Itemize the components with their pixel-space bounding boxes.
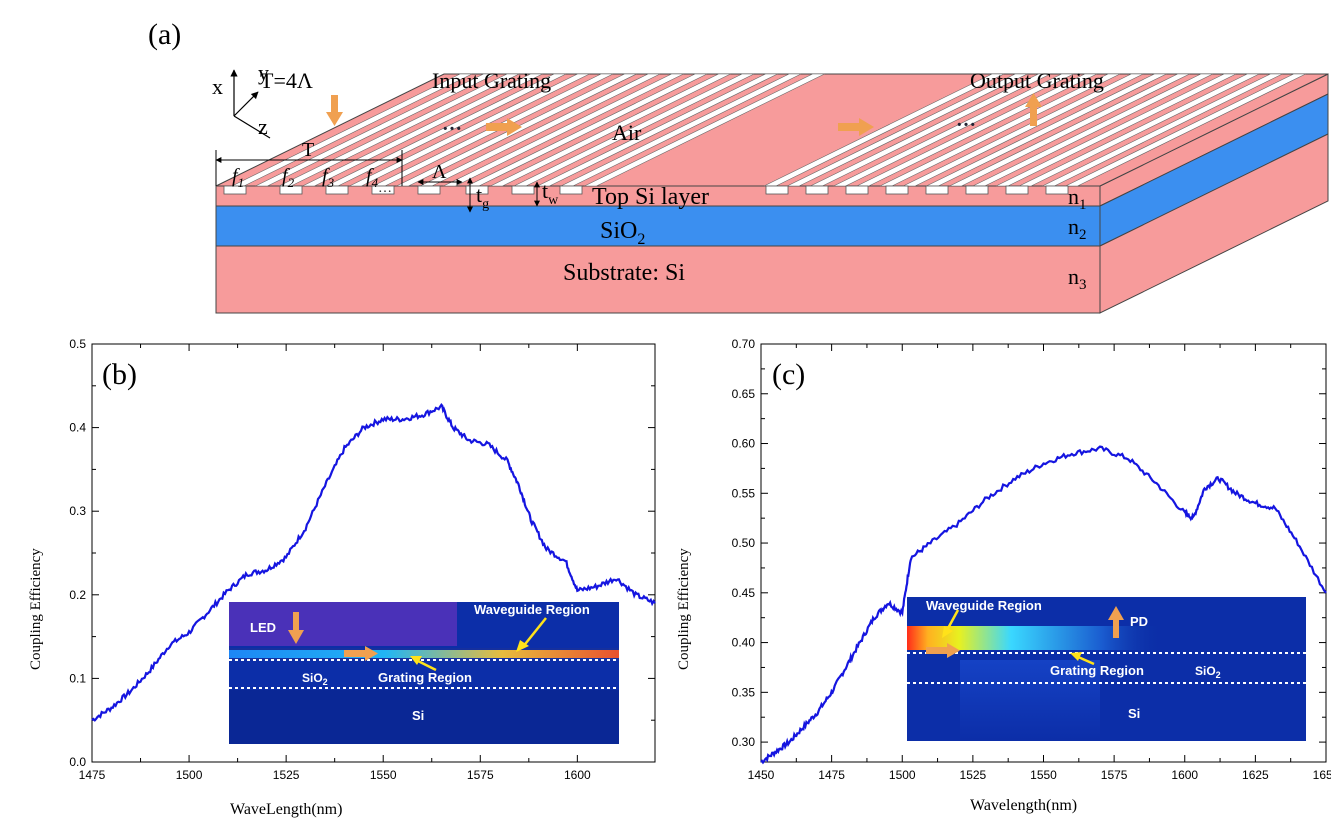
input-down-arrow — [326, 95, 343, 126]
y-tick-label: 0.1 — [69, 671, 86, 685]
axis-y-label: y — [258, 60, 269, 85]
x-tick-label: 1550 — [1030, 768, 1057, 782]
panel-b-label: (b) — [102, 358, 137, 391]
x-tick-label: 1475 — [818, 768, 845, 782]
y-tick-label: 0.35 — [732, 685, 756, 699]
axis-z-label: z — [258, 114, 268, 139]
y-axis-label-b: Coupling Efficiency — [28, 548, 44, 670]
fill-factor-label: f2 — [282, 165, 295, 190]
waveguide-region-label-c: Waveguide Region — [926, 598, 1042, 613]
x-tick-label: 1500 — [889, 768, 916, 782]
top-surface — [215, 73, 1329, 187]
n2-label: n2 — [1068, 214, 1087, 243]
led-arrow — [288, 630, 304, 644]
oxide-layer — [215, 205, 1101, 247]
substrate-side — [1099, 133, 1329, 314]
output-up-arrow — [1025, 93, 1042, 126]
y-tick-label: 0.40 — [732, 636, 756, 650]
x-tick-label: 1475 — [79, 768, 106, 782]
panel-c-chart: (c) 1450 1475 1500 1525 1550 1575 1600 1625 165 0… — [676, 337, 1331, 814]
grating-region-label-c: Grating Region — [1050, 663, 1144, 678]
axes-triad: x y z — [212, 60, 271, 139]
substrate-label: Substrate: Si — [563, 260, 685, 286]
fill-factor-labels: f1 f2 f3 f4 — [232, 165, 379, 190]
n1-label: n1 — [1068, 184, 1087, 213]
axis-x-label: x — [212, 74, 223, 99]
fill-factor-label: f1 — [232, 165, 244, 190]
output-ellipsis: … — [956, 109, 976, 131]
panel-b-chart: (b) 1475 1500 1525 1550 1575 1600 0.0 0.1 0.2 0.3… — [28, 337, 656, 818]
y-tick-label: 0.2 — [69, 588, 86, 602]
input-ellipsis: … — [442, 113, 462, 135]
substrate-layer — [215, 245, 1101, 314]
pd-arrow — [1108, 606, 1124, 620]
x-tick-label: 1575 — [467, 768, 494, 782]
period-label: T=4Λ — [260, 68, 313, 93]
fill-ellipsis: … — [378, 181, 392, 196]
y-tick-label: 0.60 — [732, 437, 756, 451]
led-label: LED — [250, 620, 276, 635]
input-propagation-arrow — [486, 118, 522, 136]
T-label: T — [302, 139, 314, 161]
si-label-b: Si — [412, 708, 424, 723]
x-tick-label: 1550 — [370, 768, 397, 782]
x-tick-label: 1500 — [176, 768, 203, 782]
series-line-b — [91, 402, 656, 722]
waveguide-region-label-b: Waveguide Region — [474, 602, 590, 617]
y-tick-label: 0.5 — [69, 337, 86, 351]
x-tick-label: 1625 — [1242, 768, 1269, 782]
y-axis-label-c: Coupling Efficiency — [676, 548, 692, 670]
fill-factor-label: f4 — [366, 165, 379, 190]
y-tick-label: 0.50 — [732, 536, 756, 550]
panel-a-label: (a) — [148, 18, 181, 51]
lambda-label: Λ — [432, 161, 447, 183]
grating-region-label-b: Grating Region — [378, 670, 472, 685]
x-tick-label: 1600 — [1171, 768, 1198, 782]
y-tick-label: 0.65 — [732, 387, 756, 401]
y-tick-label: 0.70 — [732, 337, 756, 351]
sio2-label-b: SiO2 — [302, 671, 328, 687]
x-axis-label-c: Wavelength(nm) — [970, 797, 1077, 814]
led-region — [229, 602, 457, 646]
x-tick-label: 1525 — [273, 768, 300, 782]
output-grating-label: Output Grating — [970, 68, 1104, 93]
pd-label: PD — [1130, 614, 1148, 629]
top-si-label: Top Si layer — [592, 184, 709, 210]
x-tick-label: 1575 — [1101, 768, 1128, 782]
grating-teeth — [223, 185, 1069, 195]
sio2-label: SiO2 — [600, 218, 645, 248]
y-tick-label: 0.30 — [732, 735, 756, 749]
panel-a: (a) T=4Λ Input Grating Output Grating Ai… — [148, 18, 1329, 314]
y-tick-label: 0.3 — [69, 504, 86, 518]
si-label-c: Si — [1128, 706, 1140, 721]
tg-label: tg — [476, 182, 489, 212]
inset-b: LED Waveguide Region Grating Region SiO2… — [229, 602, 619, 744]
output-propagation-arrow — [838, 118, 874, 136]
x-axis-label-b: WaveLength(nm) — [230, 801, 342, 818]
waveguide-mode — [229, 650, 619, 658]
input-grating-label: Input Grating — [432, 68, 551, 93]
fill-factor-label: f3 — [322, 165, 335, 190]
panel-c-label: (c) — [772, 358, 805, 391]
tw-label: tw — [542, 178, 559, 208]
n3-label: n3 — [1068, 264, 1087, 293]
x-tick-label: 1600 — [564, 768, 591, 782]
air-label: Air — [612, 120, 642, 145]
y-tick-label: 0.45 — [732, 586, 756, 600]
y-tick-label: 0.55 — [732, 486, 756, 500]
output-grating-stripes — [763, 73, 1306, 187]
inset-c: Waveguide Region PD Grating Region SiO2 … — [907, 597, 1306, 741]
series-line-c — [760, 445, 1327, 765]
x-tick-label: 1525 — [960, 768, 987, 782]
x-tick-label: 1450 — [748, 768, 775, 782]
y-tick-label: 0.4 — [69, 421, 86, 435]
y-tick-label: 0.0 — [69, 755, 86, 769]
sio2-label-c: SiO2 — [1195, 664, 1221, 680]
